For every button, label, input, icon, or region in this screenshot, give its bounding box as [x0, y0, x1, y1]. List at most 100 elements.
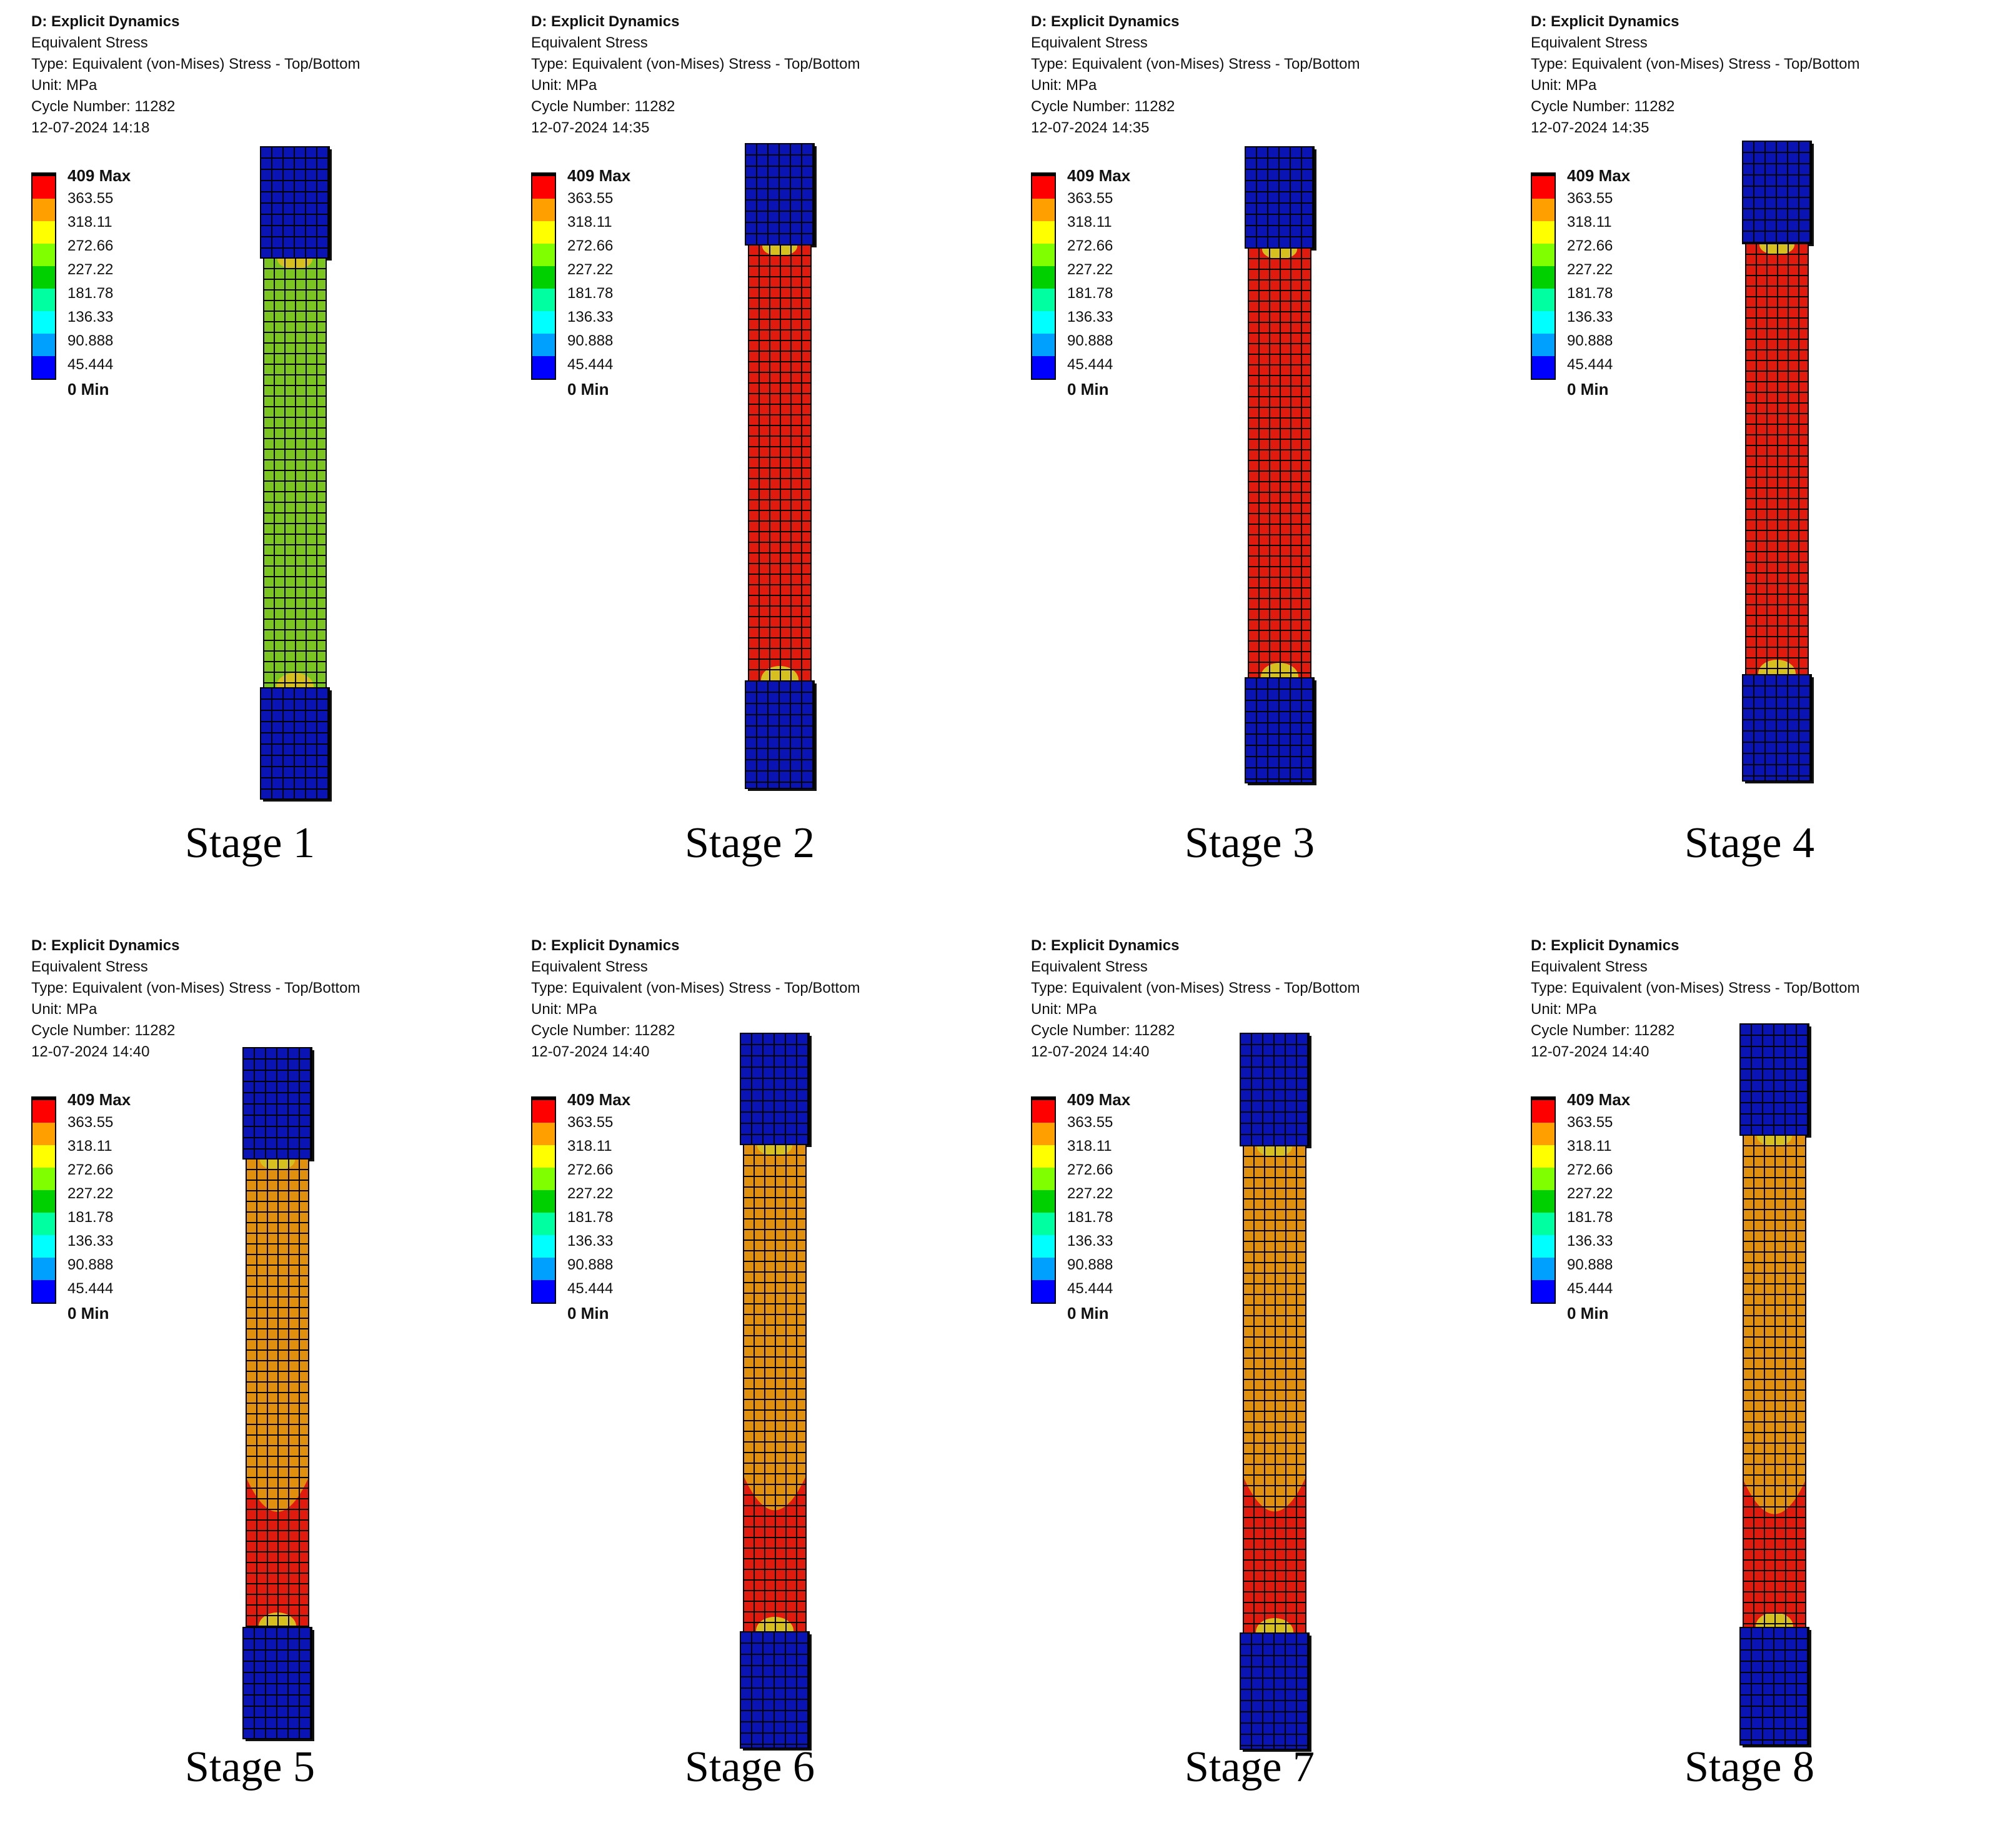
legend-label: 90.888 — [1067, 332, 1113, 349]
grip-top-outline — [242, 1047, 312, 1160]
mesh-lines — [1243, 1146, 1306, 1633]
grip-top — [260, 146, 330, 259]
legend-swatch — [1032, 1280, 1055, 1303]
legend-swatch — [32, 266, 55, 289]
legend-swatch — [1032, 221, 1055, 244]
stage-panel-4: D: Explicit Dynamics Equivalent Stress Typ… — [1500, 0, 1999, 924]
legend-min-label: 0 Min — [1067, 1304, 1109, 1323]
legend-label: 136.33 — [1567, 1233, 1613, 1249]
legend-min-label: 0 Min — [1567, 1304, 1609, 1323]
result-timestamp: 12-07-2024 14:35 — [1531, 119, 1649, 136]
legend-label: 363.55 — [1067, 190, 1113, 207]
result-info: D: Explicit Dynamics Equivalent Stress Typ… — [1531, 935, 1859, 1063]
cycle-number: Cycle Number: 11282 — [1031, 98, 1175, 115]
legend-label: 363.55 — [1567, 190, 1613, 207]
legend-swatch — [532, 1168, 555, 1190]
grip-bottom — [1245, 677, 1315, 783]
stage-caption: Stage 3 — [1184, 819, 1315, 867]
mesh-lines — [1240, 1033, 1309, 1146]
legend-color-bar — [31, 1096, 56, 1304]
legend-swatch — [532, 1235, 555, 1258]
mesh-lines — [1740, 1627, 1809, 1745]
legend-label: 90.888 — [567, 1256, 614, 1273]
legend-swatch — [1032, 176, 1055, 199]
legend-swatch — [32, 289, 55, 311]
legend-swatch — [532, 244, 555, 266]
result-title: D: Explicit Dynamics — [1031, 13, 1180, 30]
result-info: D: Explicit Dynamics Equivalent Stress Typ… — [31, 935, 360, 1063]
result-timestamp: 12-07-2024 14:35 — [1031, 119, 1150, 136]
legend-swatch — [32, 334, 55, 356]
legend-label: 136.33 — [1067, 1233, 1113, 1249]
legend-color-bar — [531, 172, 556, 380]
result-type: Type: Equivalent (von-Mises) Stress - To… — [31, 56, 361, 72]
legend-label: 318.11 — [1067, 214, 1112, 231]
legend-min-label: 0 Min — [67, 380, 109, 399]
cycle-number: Cycle Number: 11282 — [1531, 98, 1675, 115]
mesh-lines — [264, 258, 326, 688]
legend-swatch — [1032, 1258, 1055, 1280]
result-info: D: Explicit Dynamics Equivalent Stress Typ… — [1531, 11, 1859, 139]
legend-swatch — [1532, 1213, 1555, 1235]
result-title: D: Explicit Dynamics — [531, 937, 680, 954]
legend-label: 272.66 — [567, 237, 614, 254]
result-title: D: Explicit Dynamics — [31, 937, 180, 954]
legend-swatch — [32, 176, 55, 199]
grip-bottom-outline — [1739, 1627, 1809, 1746]
legend-max-label: 409 Max — [567, 166, 631, 185]
legend-swatch — [532, 199, 555, 221]
legend-swatch — [1032, 1235, 1055, 1258]
mesh-lines — [1245, 678, 1314, 783]
grip-top-outline — [1739, 1023, 1809, 1136]
grip-bottom — [1240, 1632, 1310, 1750]
legend-label: 272.66 — [67, 237, 114, 254]
legend-label: 363.55 — [567, 1114, 614, 1131]
mesh-lines — [749, 245, 811, 681]
legend-label: 272.66 — [1567, 1161, 1613, 1178]
stage-panel-6: D: Explicit Dynamics Equivalent Stress Typ… — [500, 924, 1000, 1848]
grip-bottom-outline — [745, 680, 815, 789]
legend-swatch — [32, 199, 55, 221]
legend-label: 318.11 — [1567, 214, 1612, 231]
mesh-lines — [745, 144, 814, 245]
grip-top — [1245, 146, 1315, 249]
legend-label: 318.11 — [67, 1138, 112, 1155]
result-type: Type: Equivalent (von-Mises) Stress - To… — [31, 980, 361, 996]
result-title: D: Explicit Dynamics — [1031, 937, 1180, 954]
legend-swatch — [1532, 1190, 1555, 1213]
legend-swatch — [1532, 244, 1555, 266]
result-quantity: Equivalent Stress — [31, 958, 148, 975]
legend-label: 90.888 — [1567, 332, 1613, 349]
cycle-number: Cycle Number: 11282 — [31, 98, 176, 115]
mesh-lines — [745, 681, 814, 788]
stage-panel-1: D: Explicit Dynamics Equivalent Stress Typ… — [0, 0, 500, 924]
mesh-lines — [246, 1159, 309, 1627]
result-timestamp: 12-07-2024 14:40 — [31, 1043, 150, 1060]
legend-swatch — [1032, 244, 1055, 266]
grip-top-outline — [740, 1033, 810, 1145]
mesh-lines — [744, 1145, 806, 1632]
legend-label: 90.888 — [567, 332, 614, 349]
legend-color-bar — [31, 172, 56, 380]
legend-label: 318.11 — [567, 1138, 612, 1155]
legend-swatch — [532, 1190, 555, 1213]
stage-panel-3: D: Explicit Dynamics Equivalent Stress Typ… — [1000, 0, 1500, 924]
legend-swatch — [1532, 311, 1555, 334]
grip-top — [745, 143, 815, 246]
mesh-lines — [261, 688, 329, 799]
cycle-number: Cycle Number: 11282 — [31, 1022, 176, 1039]
result-title: D: Explicit Dynamics — [1531, 13, 1679, 30]
legend-label: 181.78 — [1567, 285, 1613, 302]
specimen-mesh — [1245, 146, 1316, 785]
cycle-number: Cycle Number: 11282 — [1531, 1022, 1675, 1039]
result-type: Type: Equivalent (von-Mises) Stress - To… — [531, 980, 860, 996]
legend-swatch — [32, 1190, 55, 1213]
result-quantity: Equivalent Stress — [531, 958, 648, 975]
legend-label: 318.11 — [567, 214, 612, 231]
mesh-lines — [1245, 147, 1314, 248]
legend-swatch — [1032, 289, 1055, 311]
legend-label: 318.11 — [1067, 1138, 1112, 1155]
legend-label: 136.33 — [567, 1233, 614, 1249]
mesh-lines — [243, 1627, 312, 1739]
stage-caption: Stage 5 — [184, 1743, 316, 1791]
